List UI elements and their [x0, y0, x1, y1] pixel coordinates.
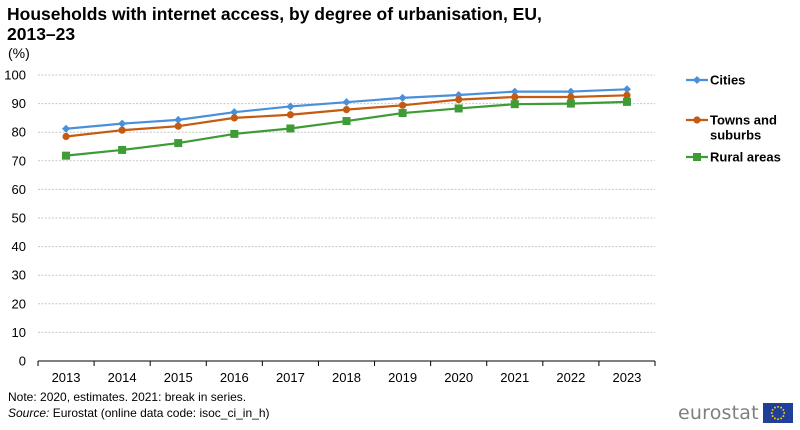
data-point-towns-and-suburbs	[286, 111, 295, 119]
data-point-rural-areas	[230, 129, 239, 138]
eu-flag-star	[779, 406, 782, 409]
data-point-towns-and-suburbs	[230, 114, 238, 122]
chart-note: Note: 2020, estimates. 2021: break in se…	[8, 390, 247, 404]
data-point-towns-and-suburbs	[118, 126, 126, 134]
data-point-cities	[230, 108, 239, 117]
data-point-towns-and-suburbs	[511, 93, 519, 101]
x-tick-label: 2016	[220, 370, 249, 385]
y-tick-label: 90	[12, 96, 26, 111]
data-point-towns-and-suburbs	[398, 101, 407, 109]
legend-item-towns-and-suburbs: Towns and suburbs	[686, 113, 777, 143]
eu-flag-star	[770, 412, 773, 414]
legend-label: Rural areas	[710, 150, 781, 165]
eu-flag-star	[779, 417, 782, 420]
chart-title-line-1: Households with internet access, by degr…	[7, 4, 542, 24]
y-tick-label: 0	[19, 354, 26, 369]
x-tick-label: 2023	[612, 370, 641, 385]
y-tick-label: 40	[12, 239, 26, 254]
x-tick-label: 2014	[108, 370, 137, 385]
eu-flag-star	[783, 412, 785, 414]
eu-flag-star	[782, 415, 785, 418]
chart-title-line-2: 2013–23	[7, 24, 76, 44]
y-tick-label: 20	[12, 296, 26, 311]
eu-flag-star	[782, 408, 785, 411]
legend-swatch-marker	[693, 153, 701, 161]
eu-flag-star	[773, 417, 776, 420]
source-text: Eurostat (online data code: isoc_ci_in_h…	[49, 406, 270, 420]
eu-flag-star	[773, 406, 776, 409]
data-point-cities	[118, 119, 127, 128]
data-point-towns-and-suburbs	[623, 91, 631, 99]
legend-label-line: suburbs	[710, 128, 761, 143]
x-tick-label: 2019	[388, 370, 417, 385]
x-tick-label: 2013	[52, 370, 81, 385]
data-point-rural-areas	[398, 109, 407, 118]
eu-flag-star	[776, 418, 779, 421]
data-point-cities	[566, 87, 575, 96]
eu-flag-star	[771, 415, 774, 418]
data-point-cities	[622, 85, 631, 94]
data-point-cities	[174, 115, 183, 124]
axis-layer: 0 10 20 30 40 50 60 70 80 90 100 2013 2014 2015 2016 20…	[4, 68, 656, 385]
data-point-cities	[62, 124, 71, 133]
series-layer	[62, 85, 631, 160]
data-point-towns-and-suburbs	[62, 132, 70, 141]
legend: Cities Towns and suburbs Rural areas	[686, 73, 781, 165]
x-tick-label: 2021	[500, 370, 529, 385]
eu-flag-star	[771, 408, 774, 411]
y-tick-label: 70	[12, 153, 26, 168]
chart-source: Source: Eurostat (online data code: isoc…	[8, 406, 270, 420]
data-point-rural-areas	[62, 151, 71, 160]
data-point-towns-and-suburbs	[342, 106, 351, 114]
x-tick-label: 2015	[164, 370, 193, 385]
grid-layer	[38, 74, 655, 333]
data-point-rural-areas	[566, 99, 575, 108]
series-rural-areas	[62, 97, 631, 160]
line-chart: 0 10 20 30 40 50 60 70 80 90 100 2013 2014 2015 2016 20…	[4, 68, 781, 386]
data-point-towns-and-suburbs	[174, 122, 182, 130]
data-point-towns-and-suburbs	[455, 95, 463, 104]
legend-swatch-marker	[693, 76, 701, 84]
eu-flag-star	[776, 405, 779, 408]
source-label: Source:	[8, 406, 50, 420]
y-tick-label: 100	[4, 68, 26, 83]
legend-label: Towns and suburbs	[710, 113, 777, 143]
chart-title: Households with internet access, by degr…	[7, 4, 647, 44]
data-point-rural-areas	[174, 139, 183, 148]
y-tick-label: 30	[12, 268, 26, 283]
y-axis-unit: (%)	[8, 45, 30, 61]
data-point-rural-areas	[286, 124, 295, 133]
x-tick-label: 2018	[332, 370, 361, 385]
x-tick-label: 2022	[556, 370, 585, 385]
legend-label-line: Rural areas	[710, 150, 781, 165]
y-tick-label: 50	[12, 211, 26, 226]
x-tick-label: 2017	[276, 370, 305, 385]
data-point-rural-areas	[118, 145, 127, 154]
legend-item-rural-areas: Rural areas	[686, 150, 781, 165]
legend-item-cities: Cities	[686, 73, 745, 88]
eurostat-logo: eurostat	[678, 402, 793, 424]
data-point-rural-areas	[454, 104, 463, 113]
y-tick-label: 60	[12, 182, 26, 197]
y-tick-label: 10	[12, 325, 26, 340]
data-point-towns-and-suburbs	[567, 93, 575, 101]
data-point-rural-areas	[622, 97, 631, 106]
data-point-cities	[510, 87, 519, 96]
legend-label-line: Cities	[710, 73, 745, 88]
data-point-cities	[398, 93, 407, 102]
y-tick-label: 80	[12, 125, 26, 140]
data-point-rural-areas	[342, 117, 351, 126]
legend-swatch-marker	[693, 116, 701, 124]
data-point-rural-areas	[510, 100, 519, 109]
x-tick-label: 2020	[444, 370, 473, 385]
data-point-cities	[342, 98, 351, 107]
eurostat-logo-text: eurostat	[678, 402, 759, 424]
legend-label-line: Towns and	[710, 113, 777, 128]
eu-flag-icon	[762, 403, 793, 423]
series-towns-and-suburbs	[62, 91, 631, 141]
legend-label: Cities	[710, 73, 745, 88]
data-point-cities	[286, 102, 295, 111]
